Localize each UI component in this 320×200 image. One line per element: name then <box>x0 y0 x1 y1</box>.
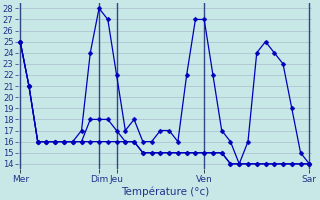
X-axis label: Température (°c): Température (°c) <box>121 187 209 197</box>
